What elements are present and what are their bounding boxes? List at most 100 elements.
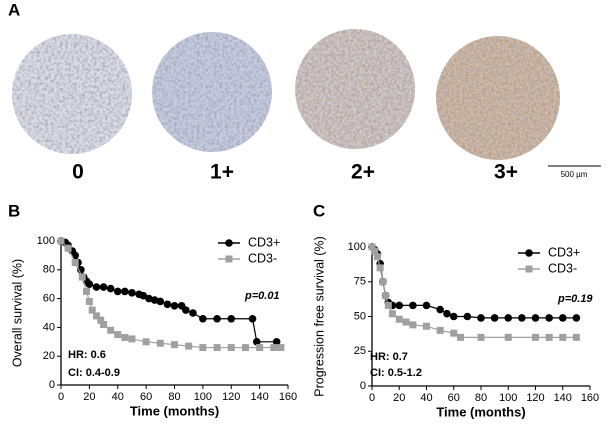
score-label: 3+ bbox=[494, 161, 518, 184]
marker bbox=[213, 344, 221, 352]
marker bbox=[189, 309, 197, 317]
marker bbox=[92, 283, 101, 291]
score-label: 2+ bbox=[351, 161, 375, 184]
confidence-interval: CI: 0.4-0.9 bbox=[68, 367, 120, 379]
x-axis-label: Time (months) bbox=[130, 403, 219, 418]
marker bbox=[156, 339, 164, 347]
marker bbox=[382, 292, 390, 300]
marker bbox=[199, 314, 207, 323]
marker bbox=[559, 333, 567, 341]
marker bbox=[171, 341, 178, 349]
score-label: 0 bbox=[72, 161, 84, 184]
p-value: p=0.01 bbox=[244, 290, 280, 302]
marker bbox=[213, 314, 221, 323]
x-tick-label: 140 bbox=[554, 392, 572, 404]
marker bbox=[170, 302, 179, 310]
marker bbox=[504, 333, 512, 341]
x-tick-label: 120 bbox=[222, 391, 240, 403]
marker bbox=[443, 309, 451, 318]
x-tick-label: 100 bbox=[499, 392, 517, 404]
marker bbox=[384, 301, 392, 309]
x-tick-label: 0 bbox=[58, 391, 64, 403]
y-tick-label: 100 bbox=[37, 235, 55, 247]
x-tick-label: 80 bbox=[168, 391, 180, 403]
marker bbox=[368, 243, 376, 251]
marker bbox=[77, 266, 85, 274]
y-tick-label: 0 bbox=[49, 379, 55, 391]
marker bbox=[376, 264, 384, 272]
marker bbox=[85, 297, 93, 305]
marker bbox=[71, 259, 79, 267]
score-label: 1+ bbox=[210, 161, 234, 184]
marker bbox=[163, 300, 172, 309]
marker bbox=[78, 273, 86, 281]
marker bbox=[150, 296, 159, 304]
tissue-core bbox=[295, 29, 415, 149]
marker bbox=[128, 335, 136, 343]
y-tick-label: 20 bbox=[43, 350, 55, 362]
marker bbox=[227, 314, 236, 323]
marker bbox=[373, 253, 381, 261]
panel-label: A bbox=[8, 0, 20, 19]
y-axis-label: Progression free survival (%) bbox=[312, 236, 326, 396]
marker bbox=[106, 284, 115, 293]
marker bbox=[457, 333, 465, 341]
x-tick-label: 140 bbox=[250, 391, 268, 403]
marker bbox=[227, 344, 235, 352]
marker bbox=[423, 322, 430, 330]
marker bbox=[121, 333, 129, 341]
marker bbox=[371, 247, 379, 255]
x-tick-label: 80 bbox=[475, 392, 487, 404]
marker bbox=[504, 314, 513, 322]
tissue-core bbox=[152, 32, 272, 152]
marker bbox=[248, 314, 257, 323]
marker bbox=[436, 305, 444, 314]
marker bbox=[518, 314, 526, 322]
marker bbox=[121, 287, 129, 296]
marker bbox=[256, 344, 264, 352]
legend-marker bbox=[225, 239, 233, 247]
marker bbox=[97, 316, 105, 324]
marker bbox=[409, 321, 417, 329]
marker bbox=[145, 294, 153, 303]
marker bbox=[156, 297, 165, 306]
marker bbox=[395, 315, 403, 323]
y-tick-label: 75 bbox=[354, 276, 366, 288]
marker bbox=[463, 312, 472, 321]
x-tick-label: 160 bbox=[279, 391, 297, 403]
marker bbox=[92, 312, 100, 320]
marker bbox=[199, 344, 207, 352]
y-tick-label: 25 bbox=[354, 345, 366, 357]
marker bbox=[107, 326, 115, 334]
marker bbox=[395, 301, 404, 310]
hazard-ratio: HR: 0.6 bbox=[68, 349, 106, 361]
y-tick-label: 80 bbox=[43, 264, 55, 276]
marker bbox=[532, 333, 539, 341]
marker bbox=[64, 244, 72, 252]
marker bbox=[142, 338, 150, 346]
y-tick-label: 50 bbox=[354, 310, 366, 322]
legend-marker bbox=[525, 249, 533, 257]
marker bbox=[252, 338, 261, 346]
y-tick-label: 100 bbox=[348, 241, 366, 253]
marker bbox=[379, 278, 387, 286]
x-tick-label: 60 bbox=[448, 392, 460, 404]
marker bbox=[450, 329, 458, 337]
marker bbox=[88, 306, 96, 314]
x-tick-label: 40 bbox=[420, 392, 432, 404]
marker bbox=[402, 318, 410, 326]
y-tick-label: 40 bbox=[43, 321, 55, 333]
marker bbox=[182, 306, 190, 314]
marker bbox=[477, 314, 485, 322]
y-tick-label: 0 bbox=[360, 380, 366, 392]
x-tick-label: 120 bbox=[526, 392, 544, 404]
legend-label: CD3- bbox=[248, 251, 277, 265]
hazard-ratio: HR: 0.7 bbox=[370, 351, 408, 363]
x-tick-label: 160 bbox=[581, 392, 599, 404]
marker bbox=[128, 289, 136, 297]
y-tick-label: 60 bbox=[43, 293, 55, 305]
tissue-core bbox=[12, 34, 132, 154]
confidence-interval: CI: 0.5-1.2 bbox=[370, 367, 422, 379]
legend-label: CD3+ bbox=[548, 245, 580, 259]
survival-line bbox=[371, 246, 577, 319]
